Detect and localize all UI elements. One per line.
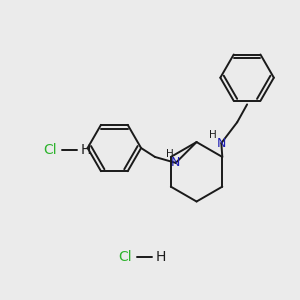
Text: H: H: [166, 149, 174, 159]
Text: H: H: [208, 130, 216, 140]
Text: Cl: Cl: [43, 143, 57, 157]
Text: Cl: Cl: [118, 250, 132, 264]
Text: H: H: [81, 143, 91, 157]
Text: N: N: [171, 156, 180, 170]
Text: N: N: [217, 136, 226, 150]
Text: H: H: [156, 250, 166, 264]
